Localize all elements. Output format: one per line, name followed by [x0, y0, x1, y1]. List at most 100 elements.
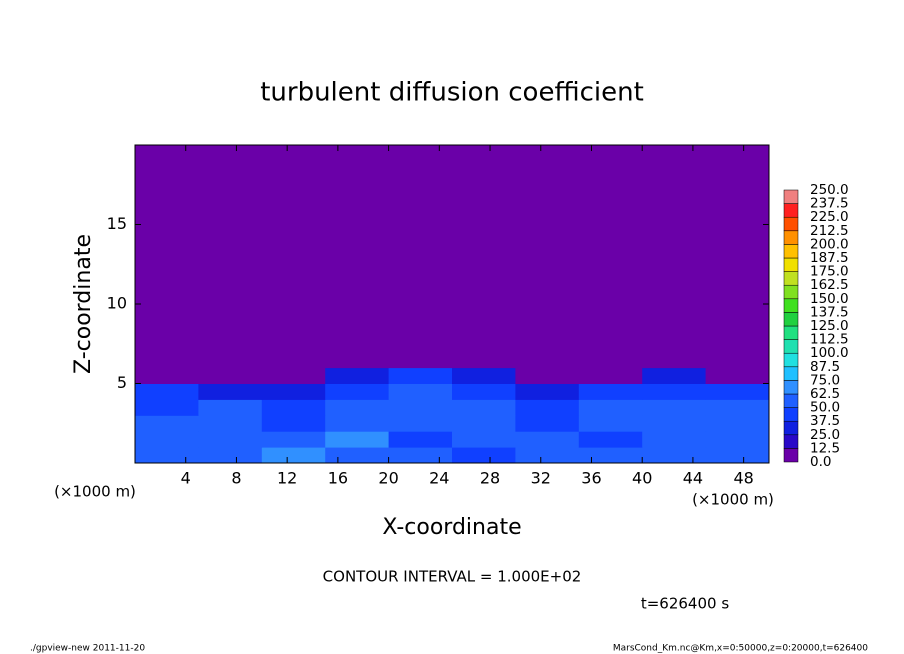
- heatmap-cell: [642, 367, 707, 384]
- time-label: t=626400 s: [641, 595, 729, 613]
- colorbar-label: 225.0: [810, 209, 849, 225]
- x-tick-label: 8: [231, 469, 241, 488]
- y-axis-label: Z-coordinate: [71, 234, 96, 374]
- colorbar-box: [783, 339, 799, 354]
- colorbar-label: 137.5: [810, 304, 849, 320]
- heatmap-cell: [135, 447, 199, 464]
- colorbar-box: [783, 325, 799, 340]
- heatmap-cell: [388, 145, 453, 369]
- x-tick-label: 48: [733, 469, 753, 488]
- heatmap-cell: [198, 383, 263, 400]
- y-unit: (×1000 m): [54, 483, 136, 501]
- heatmap-cell: [198, 145, 263, 369]
- heatmap-cell: [642, 415, 707, 432]
- colorbar-box: [783, 420, 799, 436]
- heatmap-cell: [388, 431, 453, 448]
- heatmap-cell: [578, 431, 643, 448]
- x-tick-label: 32: [531, 469, 551, 488]
- x-tick-label: 44: [683, 469, 703, 488]
- heatmap-cell: [325, 415, 390, 432]
- colorbar-box: [783, 216, 799, 232]
- heatmap-cell: [578, 399, 643, 416]
- colorbar-box: [783, 448, 799, 463]
- heatmap-cell: [578, 367, 643, 384]
- heatmap-cell: [135, 399, 199, 416]
- heatmap-cell: [515, 145, 580, 369]
- heatmap-cell: [325, 431, 390, 448]
- colorbar-box: [783, 352, 799, 368]
- contour-note: CONTOUR INTERVAL = 1.000E+02: [323, 568, 582, 586]
- colorbar-label: 50.0: [810, 400, 840, 416]
- heatmap-cell: [261, 415, 326, 432]
- x-tick-label: 28: [480, 469, 500, 488]
- colorbar-label: 162.5: [810, 277, 849, 293]
- heatmap-cell: [515, 383, 580, 400]
- colorbar-label: 12.5: [810, 440, 840, 456]
- x-tick-label: 20: [378, 469, 398, 488]
- heatmap-cell: [515, 399, 580, 416]
- y-tick-label: 10: [107, 294, 127, 313]
- y-tick-label: 15: [107, 214, 127, 233]
- heatmap-cell: [388, 399, 453, 416]
- heatmap-cell: [642, 399, 707, 416]
- heatmap-cell: [452, 399, 516, 416]
- colorbar-label: 87.5: [810, 359, 840, 375]
- heatmap-cell: [325, 383, 390, 400]
- colorbar-box: [783, 203, 799, 218]
- heatmap-cell: [578, 447, 643, 464]
- heatmap-cell: [705, 367, 770, 384]
- heatmap-cell: [135, 415, 199, 432]
- x-unit: (×1000 m): [692, 491, 774, 509]
- heatmap-cell: [642, 145, 707, 369]
- heatmap-cell: [198, 415, 263, 432]
- heatmap-cell: [261, 399, 326, 416]
- colorbar-box: [783, 407, 799, 422]
- colorbar-label: 250.0: [810, 182, 849, 198]
- colorbar-label: 125.0: [810, 318, 849, 334]
- heatmap-cell: [578, 415, 643, 432]
- heatmap-cell: [515, 447, 580, 464]
- heatmap-cell: [261, 367, 326, 384]
- colorbar-label: 200.0: [810, 236, 849, 252]
- colorbar-box: [783, 366, 799, 381]
- colorbar-label: 187.5: [810, 250, 849, 266]
- heatmap-cell: [325, 399, 390, 416]
- x-tick-label: 40: [632, 469, 652, 488]
- heatmap-cell: [578, 145, 643, 369]
- colorbar-label: 0.0: [810, 454, 831, 470]
- heatmap-cell: [705, 415, 770, 432]
- heatmap-cell: [705, 431, 770, 448]
- heatmap-cell: [261, 431, 326, 448]
- heatmap-cell: [388, 415, 453, 432]
- heatmap-cell: [452, 431, 516, 448]
- colorbar-label: 25.0: [810, 427, 840, 443]
- heatmap-cell: [452, 447, 516, 464]
- x-tick-label: 12: [277, 469, 297, 488]
- colorbar-box: [783, 434, 799, 449]
- colorbar-label: 100.0: [810, 345, 849, 361]
- heatmap-cell: [135, 431, 199, 448]
- x-axis-label: X-coordinate: [382, 515, 521, 540]
- heatmap-cell: [388, 367, 453, 384]
- heatmap-cell: [325, 447, 390, 464]
- colorbar-box: [783, 298, 799, 313]
- heatmap-cell: [642, 383, 707, 400]
- heatmap-cell: [515, 367, 580, 384]
- heatmap-cell: [705, 383, 770, 400]
- heatmap-cell: [705, 399, 770, 416]
- heatmap-cell: [135, 383, 199, 400]
- heatmap-cell: [452, 383, 516, 400]
- colorbar-label: 150.0: [810, 291, 849, 307]
- colorbar-label: 112.5: [810, 332, 849, 348]
- colorbar-box: [783, 271, 799, 286]
- heatmap-cell: [642, 447, 707, 464]
- colorbar-box: [783, 244, 799, 259]
- colorbar-box: [783, 230, 799, 245]
- heatmap-cell: [452, 145, 516, 369]
- colorbar-label: 237.5: [810, 196, 849, 212]
- heatmap-cell: [642, 431, 707, 448]
- colorbar-box: [783, 393, 799, 408]
- heatmap-cell: [261, 145, 326, 369]
- colorbar-box: [783, 284, 799, 300]
